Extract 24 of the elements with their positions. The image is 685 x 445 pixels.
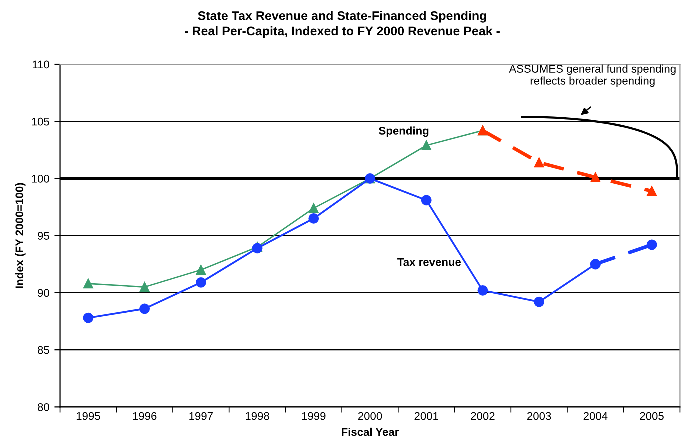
annotation: ASSUMES general fund spending reflects broader spending xyxy=(509,64,676,88)
y-tick-label: 110 xyxy=(32,60,50,69)
y-tick-label: 80 xyxy=(38,403,50,412)
x-tick-label: 2002 xyxy=(471,412,495,420)
y-tick-label: 85 xyxy=(38,346,50,354)
x-tick-label: 2001 xyxy=(414,412,438,420)
x-tick-label: 2004 xyxy=(584,412,608,420)
x-tick-label: 2005 xyxy=(640,412,664,420)
y-tick-label: 100 xyxy=(32,175,50,183)
y-tick-label: 95 xyxy=(38,232,50,240)
x-tick-label: 2000 xyxy=(358,412,382,420)
x-tick-label: 1996 xyxy=(133,412,157,420)
y-axis-title: Index (FY 2000=100) xyxy=(15,183,26,288)
x-tick-label: 1998 xyxy=(246,412,270,420)
x-axis-title: Fiscal Year xyxy=(342,428,400,436)
y-tick-label: 105 xyxy=(32,118,50,126)
series-label: Spending xyxy=(379,126,429,138)
x-tick-label: 2003 xyxy=(528,412,552,420)
chart-title: State Tax Revenue and State-Financed Spending - Real Per-Capita, Indexed to FY 2000 Revenue Peak - xyxy=(185,11,500,38)
y-tick-label: 90 xyxy=(38,289,50,298)
x-tick-label: 1997 xyxy=(190,412,213,420)
x-tick-label: 1995 xyxy=(76,412,100,420)
x-tick-label: 1999 xyxy=(302,412,326,420)
series-label: Tax revenue xyxy=(398,258,462,266)
